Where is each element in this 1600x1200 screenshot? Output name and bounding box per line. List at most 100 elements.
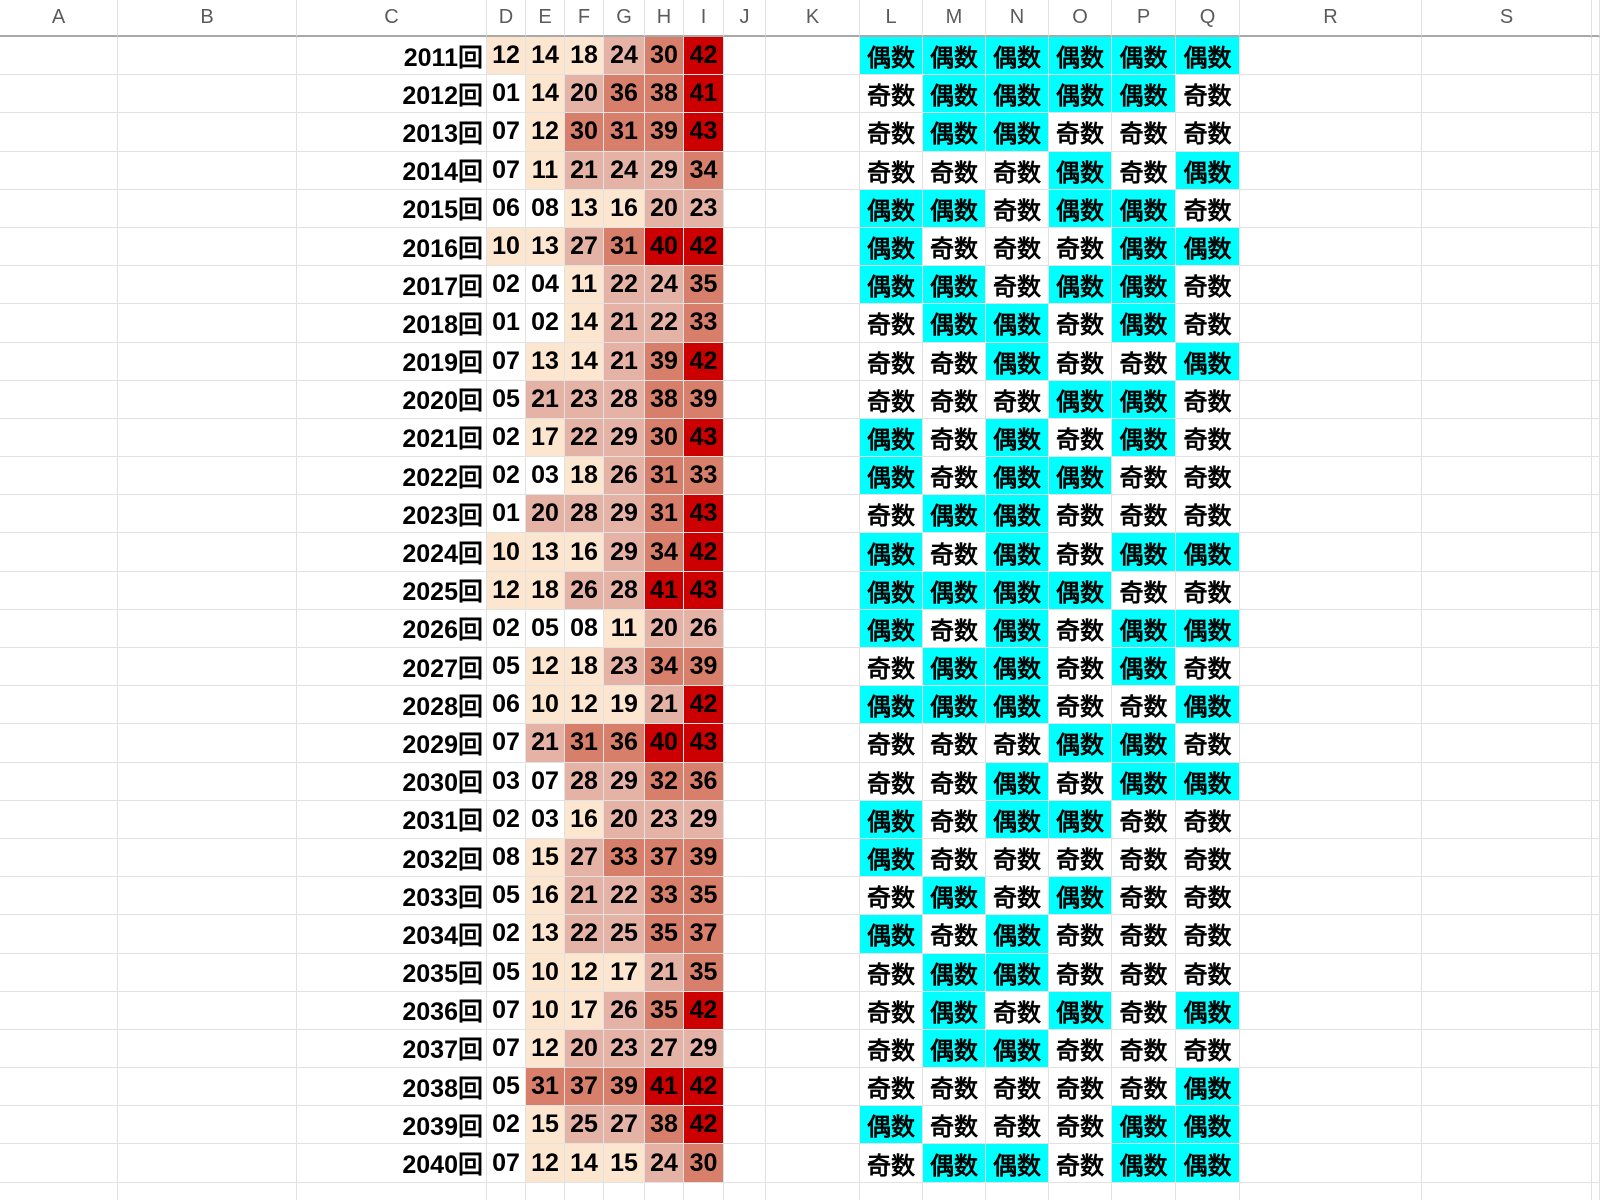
parity-cell-Q-2021[interactable]: 奇数	[1176, 418, 1240, 458]
empty-cell-J-2018[interactable]	[724, 304, 766, 343]
number-cell-D-2027[interactable]: 05	[487, 648, 526, 687]
empty-cell-J-2017[interactable]	[724, 266, 766, 305]
parity-cell-O-2034[interactable]: 奇数	[1049, 915, 1112, 954]
parity-cell-M-2036[interactable]: 偶数	[923, 991, 986, 1030]
parity-cell-Q-2040[interactable]: 偶数	[1176, 1144, 1240, 1183]
column-header-P[interactable]: P	[1112, 0, 1176, 37]
number-cell-E-2025[interactable]: 18	[526, 571, 565, 610]
number-cell-F-2032[interactable]: 27	[565, 838, 604, 878]
year-cell-2023[interactable]: 2023回	[297, 495, 487, 534]
number-cell-G-2038[interactable]: 39	[604, 1068, 645, 1107]
number-cell-I-2017[interactable]: 35	[684, 266, 724, 305]
number-cell-D-2035[interactable]: 05	[487, 953, 526, 992]
parity-cell-O-2037[interactable]: 奇数	[1049, 1029, 1112, 1069]
number-cell-G-2012[interactable]: 36	[604, 75, 645, 114]
parity-cell-M-2031[interactable]: 奇数	[923, 800, 986, 839]
number-cell-F-2023[interactable]: 28	[565, 495, 604, 534]
number-cell-H-2013[interactable]: 39	[645, 113, 684, 152]
empty-cell-K-2011[interactable]	[766, 37, 860, 76]
parity-cell-P-2037[interactable]: 奇数	[1112, 1029, 1176, 1069]
parity-cell-L-2017[interactable]: 偶数	[860, 266, 923, 305]
number-cell-I-2037[interactable]: 29	[684, 1029, 724, 1069]
number-cell-F-2018[interactable]: 14	[565, 304, 604, 343]
number-cell-G-2018[interactable]: 21	[604, 304, 645, 343]
parity-cell-O-2018[interactable]: 奇数	[1049, 304, 1112, 343]
empty-cell-A-2039[interactable]	[0, 1106, 118, 1145]
number-cell-E-2024[interactable]: 13	[526, 533, 565, 572]
number-cell-D-2037[interactable]: 07	[487, 1029, 526, 1069]
column-header-G[interactable]: G	[604, 0, 645, 37]
empty-cell-K-2030[interactable]	[766, 762, 860, 801]
number-cell-D-2030[interactable]: 03	[487, 762, 526, 801]
parity-cell-M-2017[interactable]: 偶数	[923, 266, 986, 305]
number-cell-H-2020[interactable]: 38	[645, 380, 684, 419]
number-cell-E-2038[interactable]: 31	[526, 1068, 565, 1107]
parity-cell-O-2021[interactable]: 奇数	[1049, 418, 1112, 458]
number-cell-G-2030[interactable]: 29	[604, 762, 645, 801]
parity-cell-O-2023[interactable]: 奇数	[1049, 495, 1112, 534]
parity-cell-P-2011[interactable]: 偶数	[1112, 37, 1176, 76]
year-cell-2039[interactable]: 2039回	[297, 1106, 487, 1145]
number-cell-H-2016[interactable]: 40	[645, 227, 684, 267]
parity-cell-Q-2012[interactable]: 奇数	[1176, 75, 1240, 114]
year-cell-2033[interactable]: 2033回	[297, 877, 487, 916]
parity-cell-L-2039[interactable]: 偶数	[860, 1106, 923, 1145]
number-cell-E-2035[interactable]: 10	[526, 953, 565, 992]
empty-cell-K-2019[interactable]	[766, 342, 860, 381]
empty-cell-K-2016[interactable]	[766, 227, 860, 267]
empty-cell-S-2022[interactable]	[1422, 457, 1592, 496]
parity-cell-L-2014[interactable]: 奇数	[860, 151, 923, 190]
column-header-F[interactable]: F	[565, 0, 604, 37]
parity-cell-Q-2039[interactable]: 偶数	[1176, 1106, 1240, 1145]
parity-cell-P-2040[interactable]: 偶数	[1112, 1144, 1176, 1183]
empty-cell-S-2023[interactable]	[1422, 495, 1592, 534]
number-cell-D-2031[interactable]: 02	[487, 800, 526, 839]
empty-cell-R-2036[interactable]	[1240, 991, 1422, 1030]
number-cell-G-2011[interactable]: 24	[604, 37, 645, 76]
empty-cell-A-2012[interactable]	[0, 75, 118, 114]
number-cell-D-2011[interactable]: 12	[487, 37, 526, 76]
empty-cell-B-2017[interactable]	[118, 266, 297, 305]
empty-cell-J-2038[interactable]	[724, 1068, 766, 1107]
empty-cell-J-2020[interactable]	[724, 380, 766, 419]
number-cell-E-2021[interactable]: 17	[526, 418, 565, 458]
number-cell-G-2022[interactable]: 26	[604, 457, 645, 496]
column-header-C[interactable]: C	[297, 0, 487, 37]
parity-cell-M-2014[interactable]: 奇数	[923, 151, 986, 190]
number-cell-H-2012[interactable]: 38	[645, 75, 684, 114]
parity-cell-O-2030[interactable]: 奇数	[1049, 762, 1112, 801]
parity-cell-Q-2022[interactable]: 奇数	[1176, 457, 1240, 496]
year-cell-2018[interactable]: 2018回	[297, 304, 487, 343]
number-cell-D-2029[interactable]: 07	[487, 724, 526, 763]
empty-cell-B-2011[interactable]	[118, 37, 297, 76]
parity-cell-O-2033[interactable]: 偶数	[1049, 877, 1112, 916]
empty-cell-K-2020[interactable]	[766, 380, 860, 419]
empty-cell-R-2016[interactable]	[1240, 227, 1422, 267]
empty-cell-R-2024[interactable]	[1240, 533, 1422, 572]
empty-cell-S-2019[interactable]	[1422, 342, 1592, 381]
number-cell-G-2033[interactable]: 22	[604, 877, 645, 916]
parity-cell-L-2040[interactable]: 奇数	[860, 1144, 923, 1183]
parity-cell-L-2018[interactable]: 奇数	[860, 304, 923, 343]
empty-cell-R-2040[interactable]	[1240, 1144, 1422, 1183]
empty-cell-J-2012[interactable]	[724, 75, 766, 114]
number-cell-H-2025[interactable]: 41	[645, 571, 684, 610]
parity-cell-O-2024[interactable]: 奇数	[1049, 533, 1112, 572]
parity-cell-Q-2029[interactable]: 奇数	[1176, 724, 1240, 763]
empty-cell-B-2032[interactable]	[118, 838, 297, 878]
number-cell-I-2015[interactable]: 23	[684, 189, 724, 228]
number-cell-G-2027[interactable]: 23	[604, 648, 645, 687]
number-cell-D-2013[interactable]: 07	[487, 113, 526, 152]
parity-cell-M-2020[interactable]: 奇数	[923, 380, 986, 419]
empty-cell-K-2028[interactable]	[766, 686, 860, 725]
empty-cell-A-2024[interactable]	[0, 533, 118, 572]
number-cell-I-2040[interactable]: 30	[684, 1144, 724, 1183]
number-cell-E-2032[interactable]: 15	[526, 838, 565, 878]
empty-cell-A-2028[interactable]	[0, 686, 118, 725]
number-cell-H-2017[interactable]: 24	[645, 266, 684, 305]
year-cell-2016[interactable]: 2016回	[297, 227, 487, 267]
number-cell-D-2016[interactable]: 10	[487, 227, 526, 267]
parity-cell-L-2021[interactable]: 偶数	[860, 418, 923, 458]
number-cell-F-2036[interactable]: 17	[565, 991, 604, 1030]
parity-cell-P-2030[interactable]: 偶数	[1112, 762, 1176, 801]
